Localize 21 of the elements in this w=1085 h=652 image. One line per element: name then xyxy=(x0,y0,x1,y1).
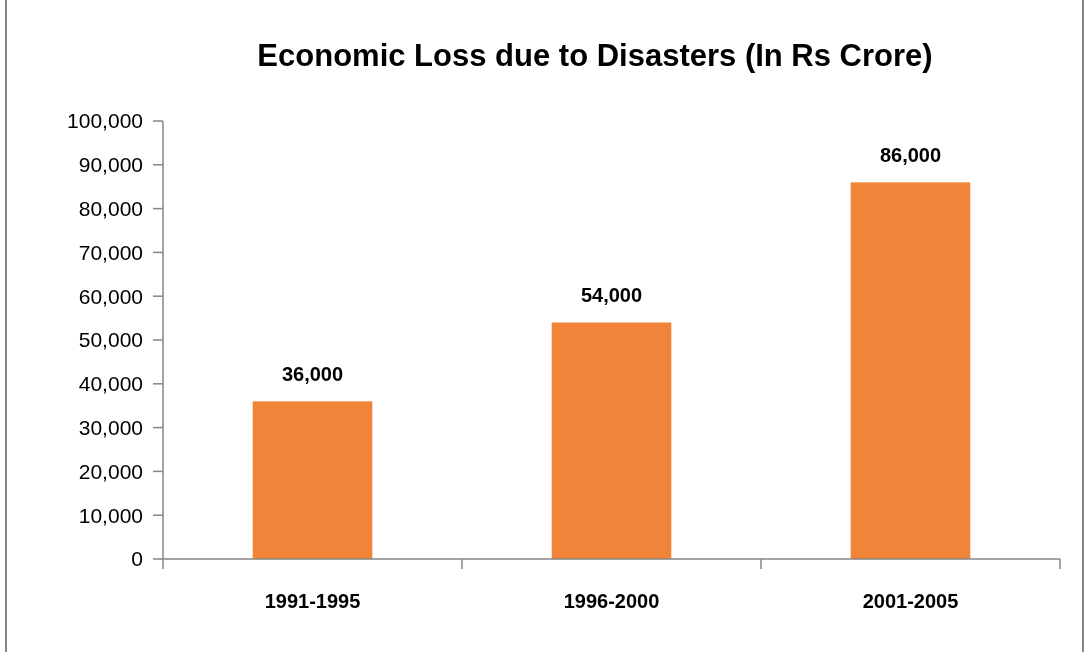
bar xyxy=(850,182,971,559)
y-tick-label: 20,000 xyxy=(78,459,143,483)
data-label: 36,000 xyxy=(281,363,344,386)
y-tick-label: 30,000 xyxy=(78,415,143,439)
data-label: 54,000 xyxy=(580,284,643,307)
y-tick-label: 100,000 xyxy=(67,109,143,133)
y-tick-label: 40,000 xyxy=(78,372,143,396)
bar xyxy=(551,322,672,559)
y-tick-label: 50,000 xyxy=(78,328,143,352)
x-tick-label: 1991-1995 xyxy=(264,590,361,612)
bar xyxy=(252,401,373,559)
y-tick-label: 90,000 xyxy=(78,153,143,177)
data-label: 86,000 xyxy=(879,144,942,167)
x-tick-label: 1996-2000 xyxy=(563,590,660,612)
y-tick-label: 60,000 xyxy=(78,284,143,308)
chart-title: Economic Loss due to Disasters (In Rs Crore) xyxy=(257,38,933,73)
y-tick-label: 80,000 xyxy=(78,196,143,220)
y-tick-label: 0 xyxy=(131,547,143,571)
y-tick-label: 70,000 xyxy=(78,240,143,264)
y-tick-label: 10,000 xyxy=(78,503,143,527)
x-tick-label: 2001-2005 xyxy=(862,590,959,612)
